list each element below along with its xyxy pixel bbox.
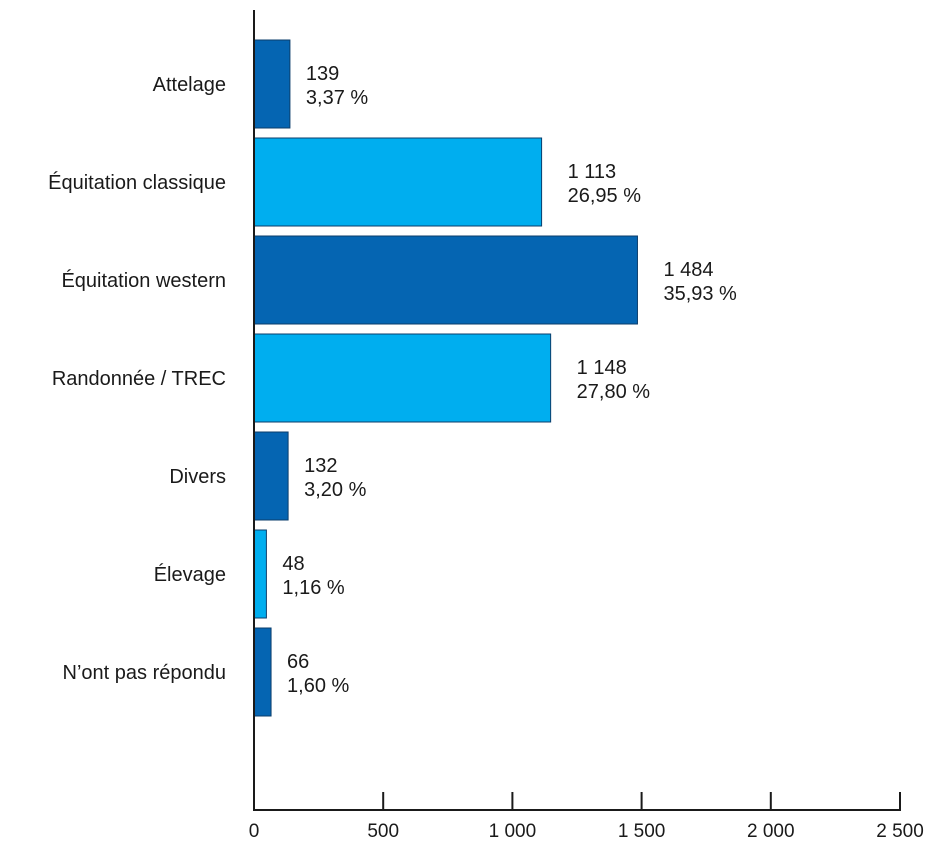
percent-label: 35,93 %: [663, 283, 737, 305]
category-label: Attelage: [153, 74, 226, 96]
category-label: Élevage: [154, 563, 226, 586]
x-tick-label: 500: [367, 821, 399, 842]
category-label: Divers: [169, 466, 226, 488]
bar-5: [253, 529, 267, 619]
percent-label: 27,80 %: [577, 381, 651, 403]
x-tick-label: 1 500: [618, 821, 666, 842]
bar-6: [253, 627, 272, 717]
bar-3: [253, 333, 552, 423]
bars-group: [253, 39, 638, 717]
percent-label: 26,95 %: [568, 185, 642, 207]
value-label: 132: [304, 455, 337, 477]
x-tick-label: 2 000: [747, 821, 795, 842]
category-label: Équitation western: [61, 269, 226, 292]
x-tick-label: 0: [249, 821, 260, 842]
x-tick-label: 1 000: [489, 821, 537, 842]
percent-label: 1,60 %: [287, 675, 349, 697]
category-label: Randonnée / TREC: [52, 368, 226, 390]
bar-2: [253, 235, 638, 325]
category-label: N’ont pas répondu: [63, 662, 226, 684]
value-label: 1 148: [577, 357, 627, 379]
percent-label: 1,16 %: [282, 577, 344, 599]
bar-4: [253, 431, 289, 521]
value-label: 139: [306, 63, 339, 85]
percent-label: 3,20 %: [304, 479, 366, 501]
bar-1: [253, 137, 543, 227]
category-label: Équitation classique: [48, 171, 226, 194]
bar-0: [253, 39, 291, 129]
percent-label: 3,37 %: [306, 87, 368, 109]
value-label: 1 113: [568, 161, 617, 183]
value-label: 66: [287, 651, 309, 673]
value-label: 48: [282, 553, 304, 575]
x-tick-label: 2 500: [876, 821, 924, 842]
value-label: 1 484: [663, 259, 713, 281]
x-axis-ticks: 0 500 1 000 1 500 2 000 2 500: [249, 792, 924, 842]
